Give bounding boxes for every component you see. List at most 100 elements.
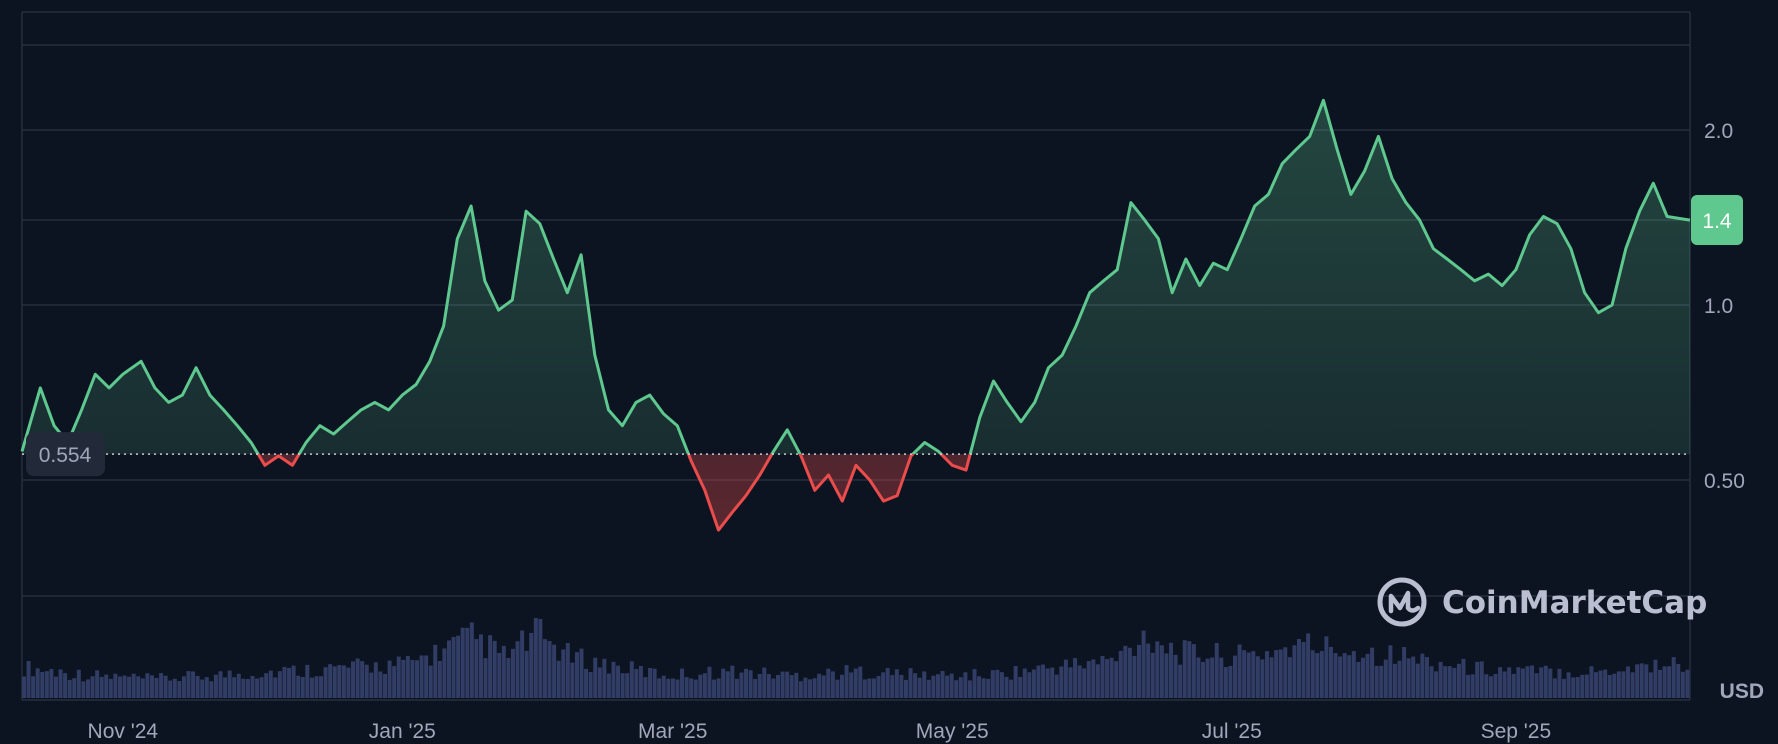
volume-bar [1328,646,1333,698]
volume-bar [1607,674,1612,698]
volume-bar [1562,678,1567,698]
price-area [22,100,1690,531]
volume-bar [1095,664,1100,698]
baseline-label: 0.554 [39,444,92,467]
volume-bar [542,639,547,698]
volume-bar [245,678,250,698]
volume-bar [1653,659,1658,698]
volume-bar [1050,667,1055,698]
volume-bar [1383,659,1388,698]
volume-bar [602,658,607,698]
volume-bar [287,668,292,698]
volume-bar [1146,643,1151,698]
volume-bar [1552,678,1557,698]
volume-bar [926,679,931,698]
volume-bar [122,675,127,698]
x-tick-label: Jan '25 [369,720,436,743]
volume-bar [332,666,337,698]
volume-bar [236,673,241,698]
volume-bar [579,648,584,698]
volume-bar [1073,658,1078,698]
volume-bar [1447,666,1452,698]
volume-bar [1123,645,1128,698]
volume-bar [1155,641,1160,698]
volume-bar [995,669,1000,698]
volume-bar [218,671,223,698]
volume-bar [1319,650,1324,698]
volume-bar [1054,674,1059,698]
volume-bar [396,656,401,698]
volume-bar [556,660,561,698]
currency-label: USD [1720,680,1764,703]
volume-bar [1365,653,1370,698]
volume-bar [1434,671,1439,698]
volume-bar [1296,639,1301,698]
volume-bar [1598,670,1603,698]
volume-bar [1233,655,1237,698]
volume-bar [1452,667,1457,698]
volume-bar [657,678,662,698]
volume-bar [1612,673,1617,698]
volume-bar [894,669,899,698]
volume-bar [401,659,406,698]
volume-bar [1105,659,1110,698]
volume-bar [1502,671,1507,698]
volume-bar [903,679,908,698]
volume-bar [383,673,387,698]
volume-bar [355,658,360,698]
price-area-down [258,454,971,531]
volume-bar [867,678,872,698]
volume-bar [58,669,63,698]
volume-bar [1310,650,1315,698]
volume-bar [1004,676,1009,698]
volume-bar [1685,669,1690,698]
volume-bar [849,672,854,698]
volume-bar [871,678,876,698]
volume-bar [1516,667,1521,698]
volume-bar [378,671,383,698]
volume-bar [488,635,493,698]
volume-bar [616,665,621,698]
volume-bar [1306,633,1311,698]
volume-bar [922,671,927,698]
volume-bar [1493,674,1498,698]
volume-bar [204,677,209,698]
volume-bar [1525,666,1530,698]
volume-bar [1539,667,1544,698]
volume-bar [501,645,506,698]
volume-bar [53,676,58,698]
volume-bar [456,635,461,698]
coinmarketcap-watermark: CoinMarketCap [1377,577,1707,627]
volume-bar [1616,671,1621,698]
volume-bar [524,650,529,698]
volume-bar [730,665,735,698]
volume-bar [1274,650,1279,698]
volume-bar [415,660,419,698]
volume-bar [309,677,314,698]
volume-bar [1132,655,1137,698]
volume-bar [191,671,196,698]
volume-bar [35,668,40,698]
volume-bar [748,670,753,698]
volume-bar [410,659,415,698]
volume-bar [565,643,570,698]
volume-bar [739,672,744,698]
volume-bar [1228,665,1233,698]
volume-bar [1191,644,1196,698]
volume-bar [200,679,205,698]
volume-bar [90,676,95,698]
volume-bar [259,677,264,698]
volume-bar [1086,661,1091,698]
volume-bar [552,644,557,698]
volume-bar [227,670,232,698]
volume-bar [1150,652,1155,698]
volume-bar [675,679,680,698]
volume-bar [273,677,278,698]
volume-bar [785,671,790,698]
volume-bar [547,640,552,698]
y-axis: 0.50 1.0 2.0 [1704,120,1745,493]
x-axis: Nov '24 Jan '25 Mar '25 May '25 Jul '25 Sep '… [88,720,1552,743]
volume-bar [794,672,799,698]
volume-bar [1662,666,1667,698]
